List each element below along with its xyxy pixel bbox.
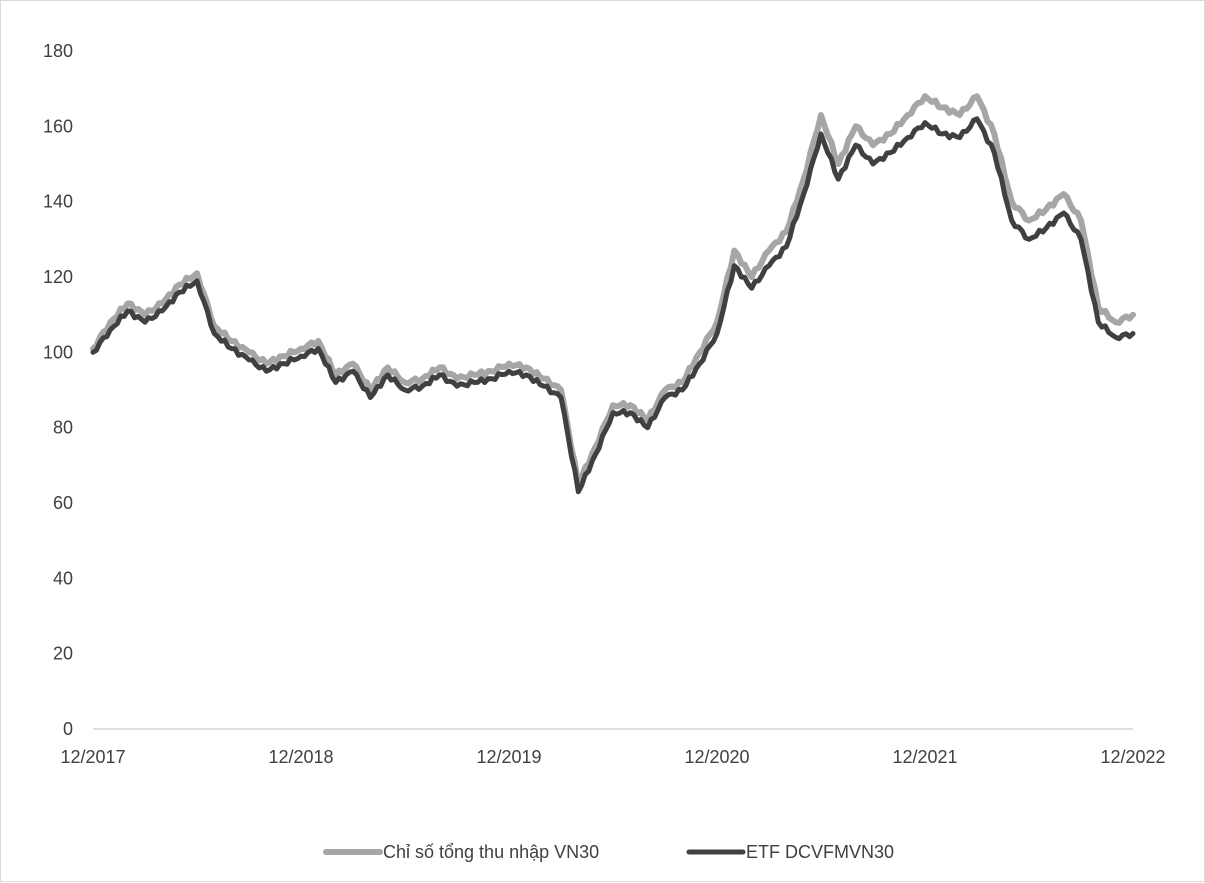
y-tick-label: 140 — [43, 192, 73, 212]
series-line-vn30-total-return — [90, 93, 1136, 488]
x-tick-label: 12/2019 — [476, 747, 541, 767]
y-tick-label: 40 — [53, 568, 73, 588]
y-tick-label: 100 — [43, 342, 73, 362]
y-tick-label: 160 — [43, 116, 73, 136]
y-tick-label: 120 — [43, 267, 73, 287]
legend-label: Chỉ số tổng thu nhập VN30 — [383, 842, 599, 862]
series-line-etf-dcvfmvn30 — [90, 116, 1136, 495]
x-tick-label: 12/2021 — [892, 747, 957, 767]
y-tick-label: 60 — [53, 493, 73, 513]
x-tick-label: 12/2018 — [268, 747, 333, 767]
x-tick-label: 12/2017 — [60, 747, 125, 767]
x-tick-label: 12/2020 — [684, 747, 749, 767]
y-tick-label: 80 — [53, 418, 73, 438]
x-tick-label: 12/2022 — [1100, 747, 1165, 767]
legend-label: ETF DCVFMVN30 — [746, 842, 894, 862]
y-tick-label: 180 — [43, 41, 73, 61]
y-tick-label: 20 — [53, 644, 73, 664]
y-tick-label: 0 — [63, 719, 73, 739]
